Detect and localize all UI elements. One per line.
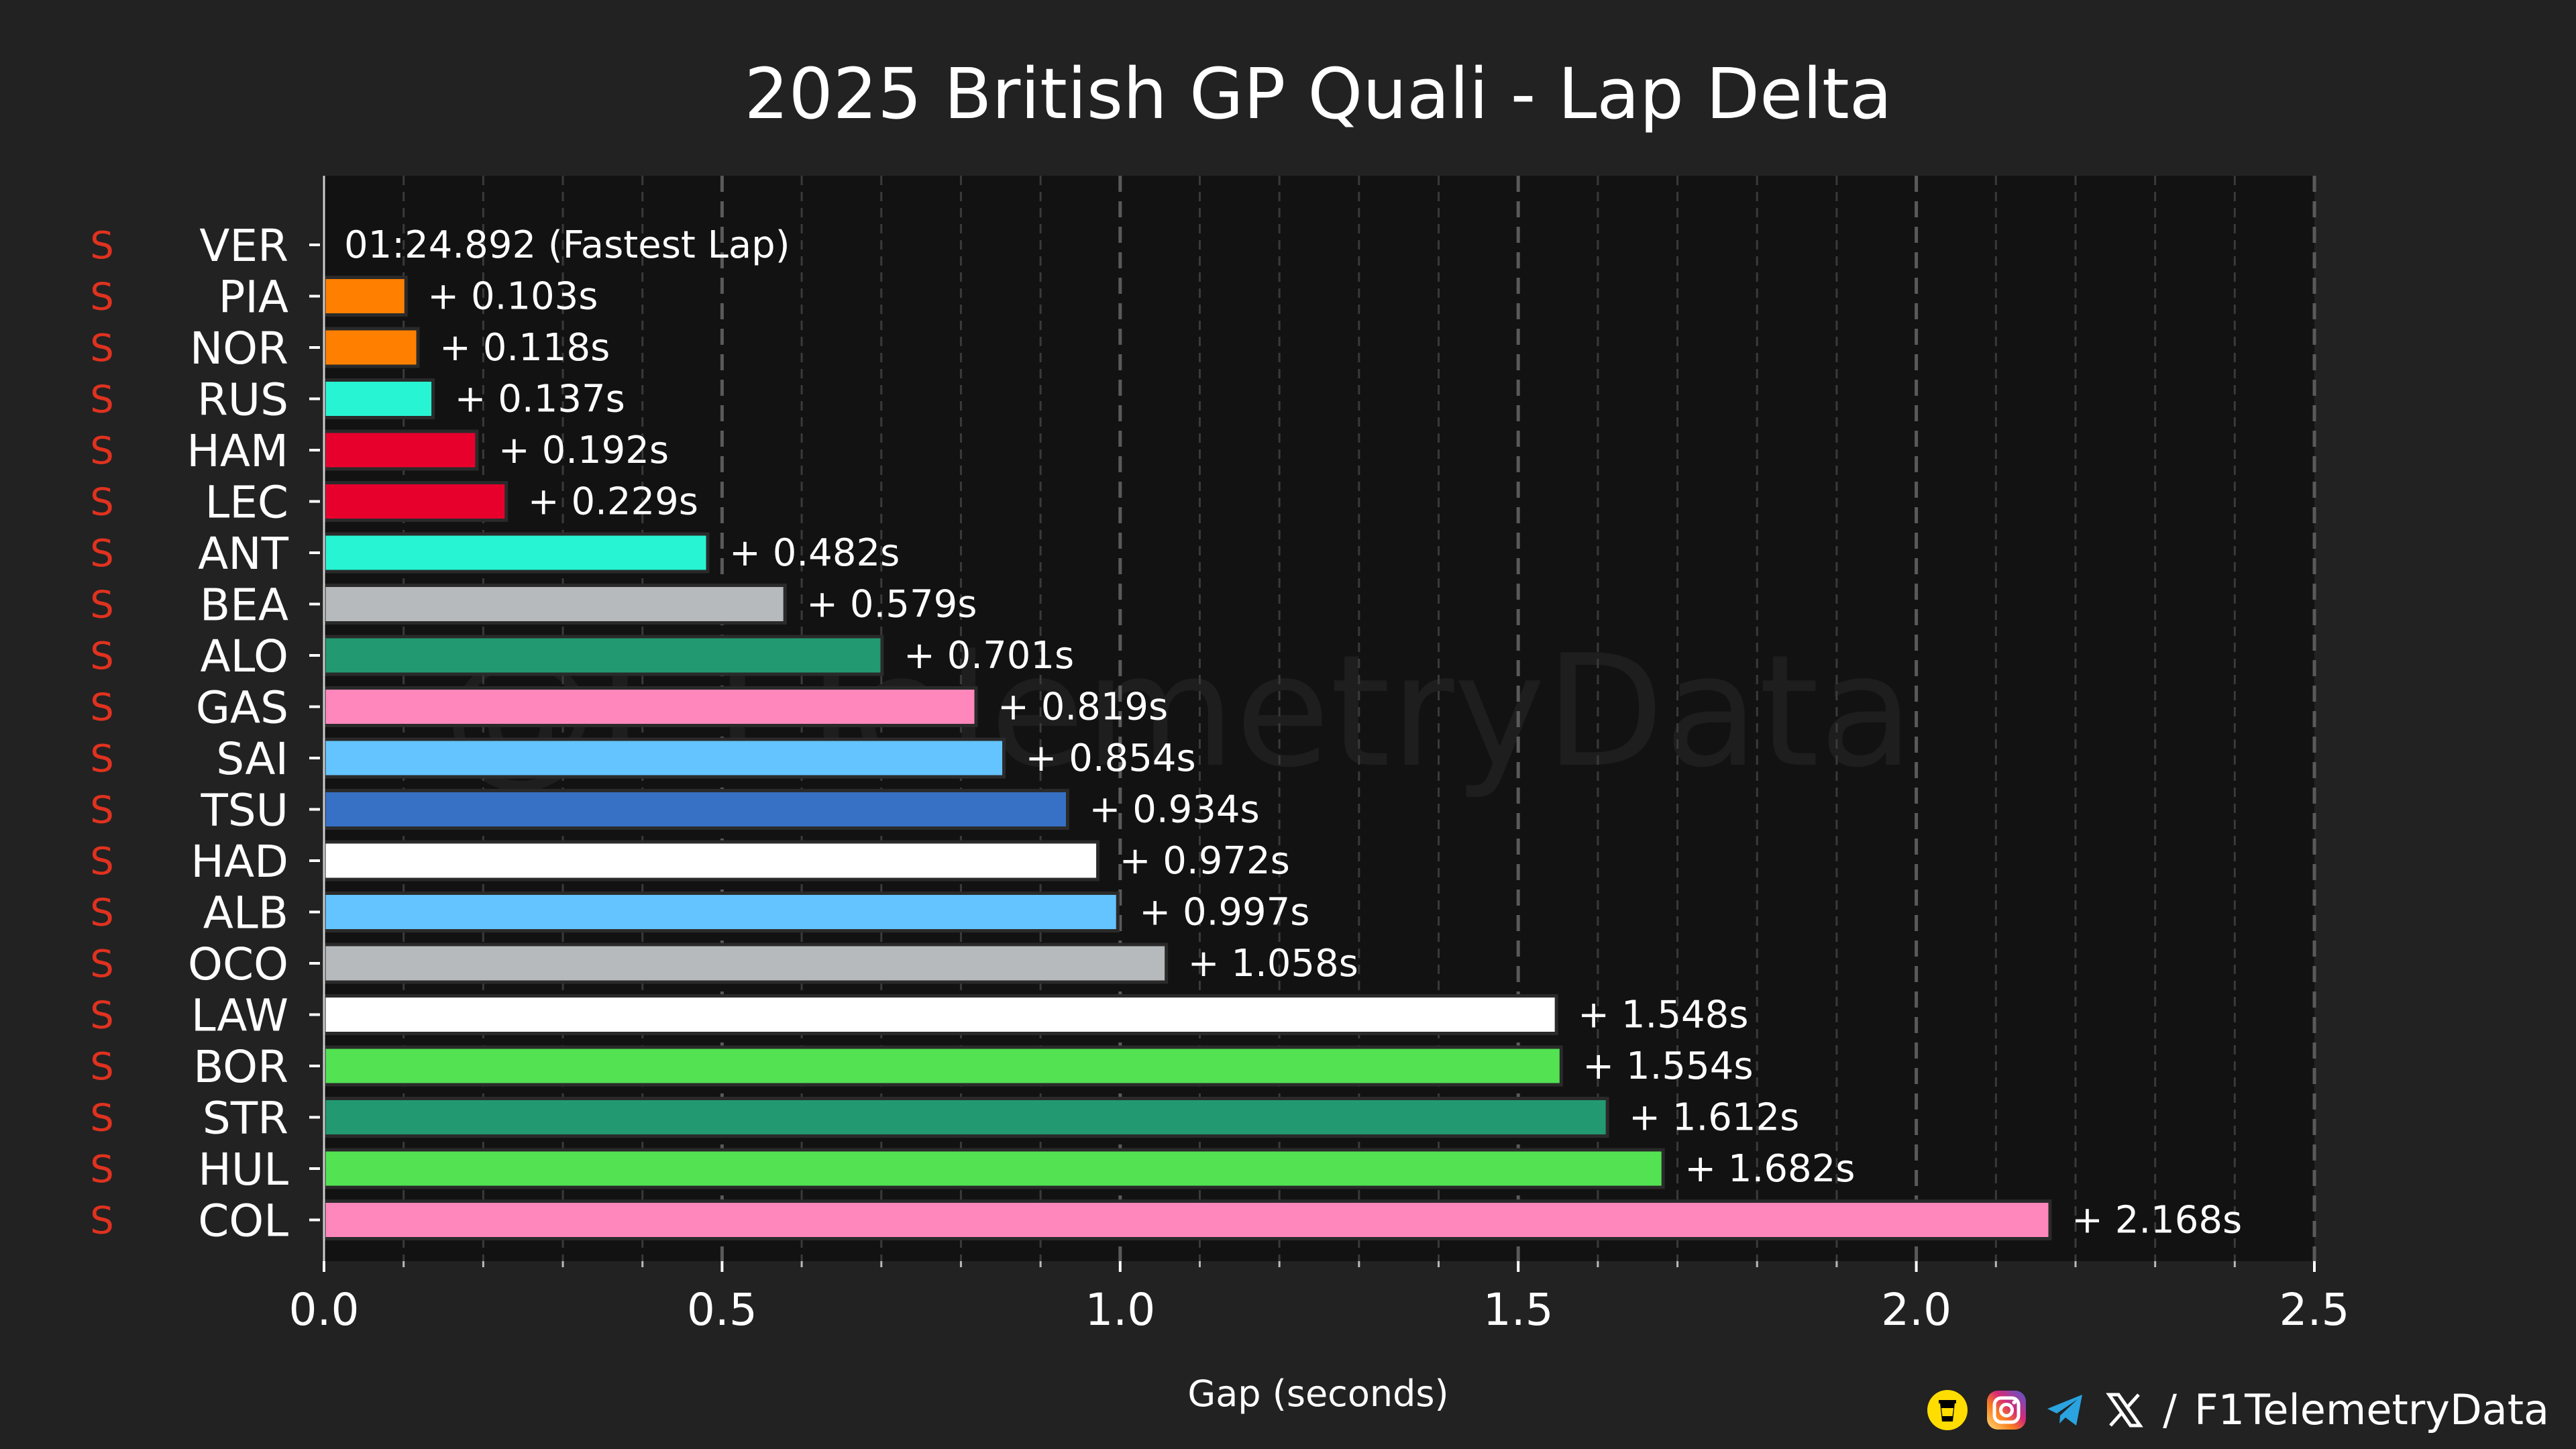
driver-label: ALB [203, 888, 288, 939]
tyre-compound-label: S [90, 584, 114, 627]
bar-value-label: + 0.997s [1139, 891, 1309, 934]
bar-law [322, 994, 1558, 1035]
tyre-compound-label: S [90, 532, 114, 576]
x-axis-title: Gap (seconds) [1187, 1373, 1448, 1415]
x-tick-label: 1.0 [1085, 1284, 1155, 1336]
driver-label: OCO [188, 938, 288, 990]
bar-value-label: + 0.934s [1089, 788, 1259, 832]
bar-value-label: + 0.229s [528, 480, 698, 524]
tyre-compound-label: S [90, 276, 114, 319]
driver-label: LAW [191, 990, 288, 1042]
bar-ant [322, 532, 710, 574]
chart-title: 2025 British GP Quali - Lap Delta [744, 53, 1892, 135]
buymeacoffee-icon[interactable] [1927, 1389, 1968, 1431]
driver-label: HUL [198, 1144, 288, 1195]
tyre-compound-label: S [90, 686, 114, 730]
bar-value-label: + 0.819s [998, 686, 1168, 729]
x-tick-label: 1.5 [1483, 1284, 1554, 1336]
driver-label: STR [203, 1093, 288, 1144]
tyre-compound-label: S [90, 892, 114, 935]
x-icon[interactable] [2104, 1389, 2145, 1431]
instagram-icon[interactable] [1986, 1389, 2027, 1431]
driver-label: LEC [205, 477, 288, 529]
bar-lec [322, 481, 508, 522]
tyre-compound-label: S [90, 789, 114, 833]
bar-value-label: + 0.854s [1026, 737, 1196, 780]
tyre-compound-label: S [90, 481, 114, 525]
driver-label: TSU [200, 785, 288, 837]
footer-handle[interactable]: F1TelemetryData [2194, 1385, 2549, 1434]
driver-label: ALO [200, 631, 288, 682]
driver-label: COL [198, 1195, 288, 1247]
bar-col [322, 1199, 2052, 1240]
bar-had [322, 840, 1100, 881]
tyre-compound-label: S [90, 327, 114, 370]
tyre-compound-label: S [90, 224, 114, 268]
bar-value-label: + 0.118s [439, 326, 610, 370]
tyre-compound-label: S [90, 840, 114, 883]
bar-hul [322, 1148, 1665, 1189]
bar-value-label: + 0.972s [1120, 839, 1290, 883]
bar-value-label: + 1.554s [1582, 1044, 1753, 1088]
bar-value-label: + 0.579s [806, 583, 977, 627]
driver-label: NOR [190, 323, 288, 374]
bar-value-label: + 1.612s [1629, 1096, 1799, 1140]
bar-value-label: + 1.548s [1578, 994, 1748, 1037]
driver-label: ANT [198, 528, 289, 580]
driver-label: HAM [186, 425, 288, 477]
bar-oco [322, 943, 1169, 984]
tyre-compound-label: S [90, 429, 114, 473]
bar-value-label: + 0.482s [729, 531, 900, 575]
bar-str [322, 1097, 1609, 1138]
bar-gas [322, 686, 978, 727]
bar-ham [322, 429, 479, 471]
driver-label: GAS [196, 682, 288, 734]
bar-sai [322, 737, 1006, 779]
bar-nor [322, 327, 420, 368]
bar-value-label: + 0.192s [498, 429, 669, 472]
bar-tsu [322, 789, 1069, 830]
fastest-lap-label: 01:24.892 (Fastest Lap) [344, 223, 790, 267]
driver-label: BOR [193, 1041, 288, 1093]
driver-label: BEA [200, 580, 288, 631]
tyre-compound-label: S [90, 378, 114, 422]
footer-socials: / F1TelemetryData [1927, 1385, 2549, 1434]
driver-label: PIA [219, 272, 288, 323]
x-tick-label: 0.0 [289, 1284, 360, 1336]
bar-alb [322, 892, 1120, 932]
tyre-compound-label: S [90, 1097, 114, 1140]
tyre-compound-label: S [90, 737, 114, 781]
bar-value-label: + 1.682s [1684, 1147, 1855, 1191]
bar-bor [322, 1045, 1563, 1087]
tyre-compound-label: S [90, 994, 114, 1038]
bar-value-label: + 0.103s [427, 275, 598, 319]
driver-label: SAI [216, 733, 288, 785]
telegram-icon[interactable] [2045, 1389, 2086, 1431]
bar-value-label: + 2.168s [2072, 1199, 2242, 1242]
tyre-compound-label: S [90, 1148, 114, 1191]
tyre-compound-label: S [90, 943, 114, 986]
bar-value-label: + 0.701s [904, 634, 1074, 678]
bar-bea [322, 584, 787, 625]
bar-pia [322, 276, 408, 317]
bar-value-label: + 0.137s [455, 378, 625, 421]
x-tick-label: 2.0 [1881, 1284, 1951, 1336]
footer-separator: / [2163, 1385, 2177, 1434]
x-tick-label: 2.5 [2279, 1284, 2350, 1336]
driver-label: RUS [197, 374, 288, 426]
tyre-compound-label: S [90, 635, 114, 678]
bar-rus [322, 378, 435, 419]
tyre-compound-label: S [90, 1045, 114, 1089]
driver-label: VER [199, 220, 288, 272]
bar-value-label: + 1.058s [1188, 942, 1358, 985]
x-tick-label: 0.5 [687, 1284, 757, 1336]
driver-label: HAD [191, 836, 288, 888]
bar-alo [322, 635, 884, 676]
tyre-compound-label: S [90, 1199, 114, 1243]
